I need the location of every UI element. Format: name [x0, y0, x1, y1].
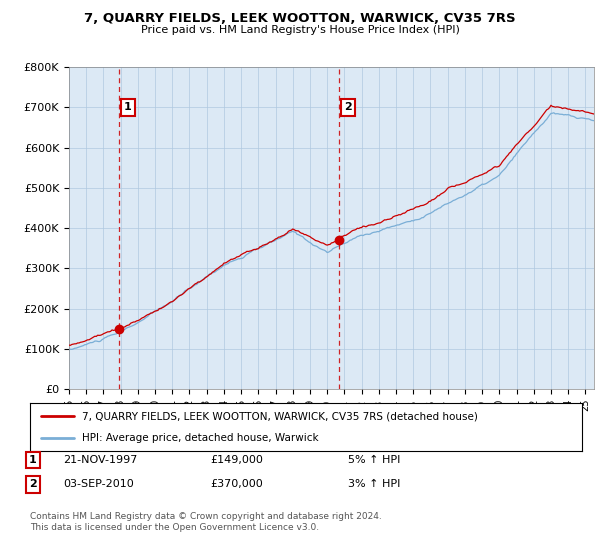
- Text: Contains HM Land Registry data © Crown copyright and database right 2024.
This d: Contains HM Land Registry data © Crown c…: [30, 512, 382, 532]
- Text: £149,000: £149,000: [210, 455, 263, 465]
- Text: 2: 2: [29, 479, 37, 489]
- Text: £370,000: £370,000: [210, 479, 263, 489]
- Text: Price paid vs. HM Land Registry's House Price Index (HPI): Price paid vs. HM Land Registry's House …: [140, 25, 460, 35]
- Text: 7, QUARRY FIELDS, LEEK WOOTTON, WARWICK, CV35 7RS: 7, QUARRY FIELDS, LEEK WOOTTON, WARWICK,…: [84, 12, 516, 25]
- Text: 1: 1: [29, 455, 37, 465]
- Text: 3% ↑ HPI: 3% ↑ HPI: [348, 479, 400, 489]
- Text: 2: 2: [344, 102, 352, 113]
- Text: 5% ↑ HPI: 5% ↑ HPI: [348, 455, 400, 465]
- Text: 03-SEP-2010: 03-SEP-2010: [63, 479, 134, 489]
- Text: 1: 1: [124, 102, 132, 113]
- Text: HPI: Average price, detached house, Warwick: HPI: Average price, detached house, Warw…: [82, 433, 319, 443]
- Text: 21-NOV-1997: 21-NOV-1997: [63, 455, 137, 465]
- Text: 7, QUARRY FIELDS, LEEK WOOTTON, WARWICK, CV35 7RS (detached house): 7, QUARRY FIELDS, LEEK WOOTTON, WARWICK,…: [82, 411, 478, 421]
